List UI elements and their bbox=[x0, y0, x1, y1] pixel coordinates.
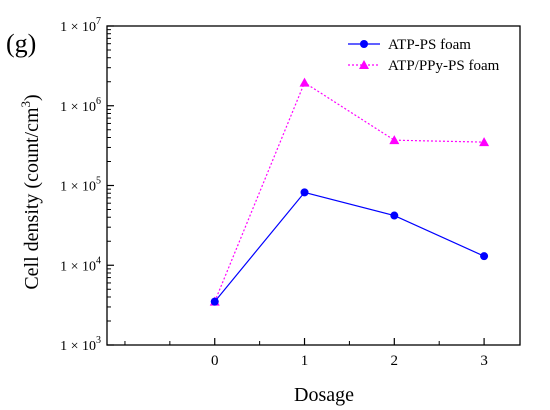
series-atp-ppy-ps-foam bbox=[209, 77, 490, 306]
series-line bbox=[214, 191, 485, 302]
data-point-triangle bbox=[479, 137, 490, 147]
y-tick-base: 1 × 10 bbox=[60, 180, 96, 195]
y-tick-exponent: 6 bbox=[96, 96, 101, 107]
y-tick-exponent: 3 bbox=[96, 335, 101, 346]
panel-label: (g) bbox=[6, 29, 36, 58]
y-axis-label-main: Cell density (count/cm bbox=[21, 107, 43, 290]
x-tick-label: 0 bbox=[211, 353, 219, 369]
y-axis-label: Cell density (count/cm3) bbox=[18, 94, 43, 289]
y-tick-label: 1 × 106 bbox=[60, 96, 101, 115]
data-point-circle bbox=[210, 297, 219, 306]
x-tick-label: 3 bbox=[480, 353, 488, 369]
x-tick-label: 2 bbox=[391, 353, 399, 369]
data-point-circle bbox=[360, 40, 368, 48]
y-axis-label-sup: 3 bbox=[18, 101, 33, 108]
y-tick-exponent: 5 bbox=[96, 176, 101, 187]
y-tick-label: 1 × 104 bbox=[60, 255, 101, 274]
y-tick-base: 1 × 10 bbox=[60, 259, 96, 274]
x-axis-ticks: 0 1 2 3 bbox=[124, 338, 488, 369]
legend-label: ATP-PS foam bbox=[388, 37, 471, 53]
y-tick-label: 1 × 103 bbox=[60, 335, 101, 354]
legend: ATP-PS foam ATP/PPy-PS foam bbox=[348, 37, 500, 74]
y-tick-exponent: 4 bbox=[96, 255, 101, 266]
data-point-triangle bbox=[299, 77, 310, 87]
data-point-circle bbox=[300, 188, 309, 197]
legend-label: ATP/PPy-PS foam bbox=[388, 58, 500, 74]
x-tick-label: 1 bbox=[301, 353, 309, 369]
y-tick-label: 1 × 105 bbox=[60, 176, 101, 195]
series-atp-ps-foam bbox=[210, 188, 489, 306]
x-axis-label: Dosage bbox=[294, 384, 354, 406]
series-layer bbox=[209, 77, 490, 306]
y-tick-base: 1 × 10 bbox=[60, 100, 96, 115]
y-tick-base: 1 × 10 bbox=[60, 339, 96, 354]
y-axis-label-close: ) bbox=[21, 94, 43, 101]
y-tick-label: 1 × 107 bbox=[60, 16, 101, 35]
y-tick-exponent: 7 bbox=[96, 16, 101, 27]
data-point-triangle bbox=[389, 135, 400, 145]
data-point-triangle bbox=[359, 60, 369, 69]
data-point-circle bbox=[480, 252, 489, 261]
y-tick-base: 1 × 10 bbox=[60, 20, 96, 35]
series-line bbox=[214, 81, 485, 302]
data-point-circle bbox=[390, 211, 399, 220]
